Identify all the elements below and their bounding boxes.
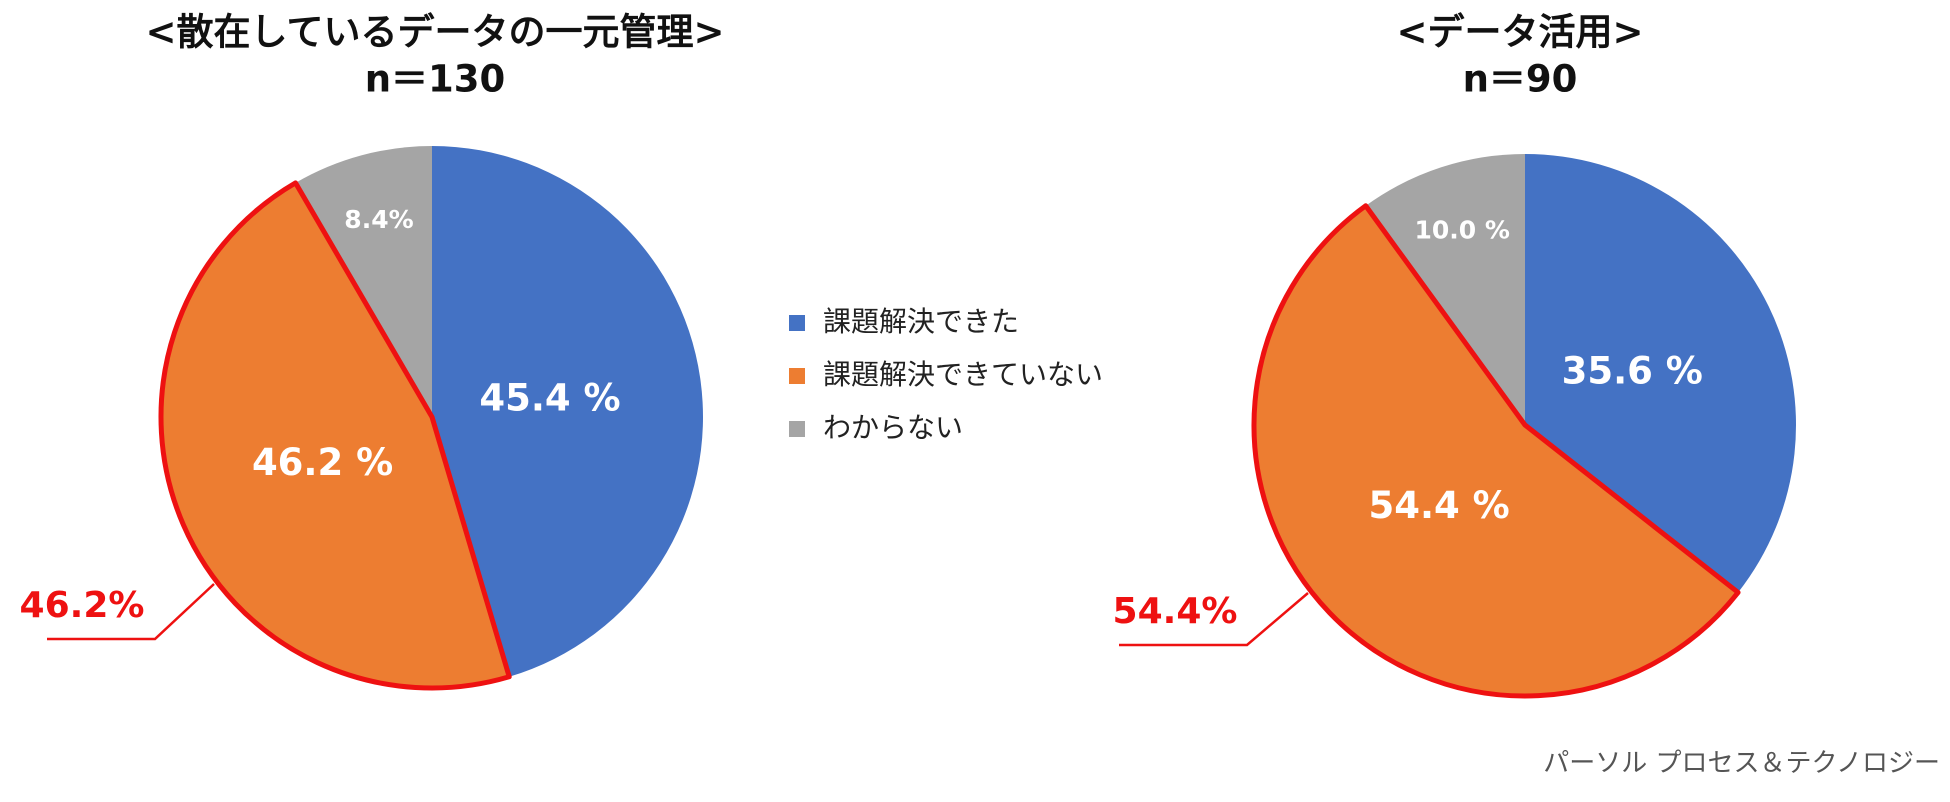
legend-label: 課題解決できた <box>823 305 1019 338</box>
legend-swatch <box>789 421 805 437</box>
pie-slice <box>160 182 510 688</box>
legend-label: 課題解決できていない <box>823 358 1103 391</box>
pie-slice <box>1525 154 1796 593</box>
pie-slice <box>1253 205 1739 696</box>
pie-slice <box>432 146 704 677</box>
callout-line <box>1119 592 1309 647</box>
highlight-outline <box>158 180 512 691</box>
pie-slice <box>1365 154 1525 425</box>
slice-label: 45.4 % <box>479 376 620 419</box>
callout-label: 46.2% <box>20 585 145 626</box>
chart-title: <散在しているデータの一元管理> <box>146 11 725 54</box>
slice-label: 35.6 % <box>1562 349 1703 392</box>
slice-label: 8.4% <box>344 205 413 234</box>
chart-subtitle: n＝90 <box>1463 58 1578 101</box>
slice-label: 54.4 % <box>1368 484 1509 527</box>
callout-label: 54.4% <box>1113 591 1238 632</box>
callout-line <box>47 583 215 641</box>
slice-label: 46.2 % <box>252 441 393 484</box>
legend-swatch <box>789 315 805 331</box>
credit: パーソル プロセス＆テクノロジー <box>1543 749 1940 779</box>
chart-title: <データ活用> <box>1396 11 1643 54</box>
highlight-outline <box>1251 203 1741 699</box>
legend-label: わからない <box>823 411 963 444</box>
chart-subtitle: n＝130 <box>365 58 506 101</box>
legend-swatch <box>789 368 805 384</box>
slice-label: 10.0 % <box>1414 216 1509 245</box>
pie-slice <box>295 146 432 417</box>
